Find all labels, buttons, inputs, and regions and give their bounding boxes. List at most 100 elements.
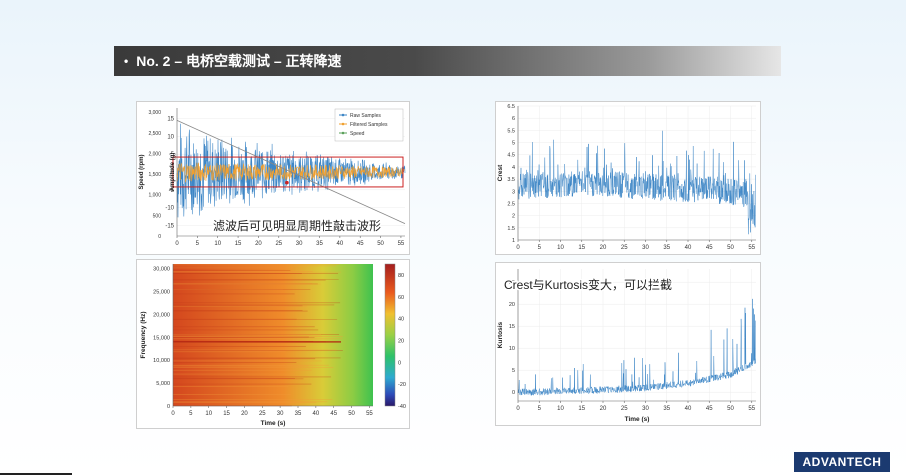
x-tick-label: 30 [642,406,649,412]
colorbar-tick-label: 20 [398,338,404,344]
crest-tick-label: 5.5 [507,128,515,134]
x-tick-label: 40 [685,245,692,251]
legend-marker [341,131,345,135]
x-tick-label: 50 [727,245,734,251]
spectrogram-chart: 0 5 10 15 20 25 30 35 40 45 50 55 30,000 25,000 20,000… [140,263,406,427]
x-tick-label: 25 [259,411,266,417]
x-tick-label: 35 [316,241,323,247]
x-tick-label: 15 [578,245,585,251]
crest-tick-label: 2.5 [507,201,515,207]
speed-tick-label: 1,000 [148,193,161,199]
x-tick-label: 35 [663,406,670,412]
x-tick-label: 0 [175,241,179,247]
kurtosis-series [517,298,756,397]
crest-tick-label: 2 [512,214,515,220]
y-axis-title: Frequency (Hz) [140,312,147,359]
crest-tick-label: 1.5 [507,226,515,232]
kurtosis-tick-label: 20 [509,302,515,308]
legend-box [334,108,404,142]
amplitude-tick-label: 10 [167,134,174,140]
legend-label: Raw Samples [350,113,381,119]
x-tick-label: 5 [538,406,542,412]
kurtosis-tick-label: 15 [509,324,515,330]
crest-tick-label: 3 [512,189,515,195]
x-tick-label: 10 [205,411,212,417]
speed-tick-label: 1,500 [148,172,161,178]
x-tick-label: 30 [277,411,284,417]
x-tick-label: 0 [171,411,175,417]
spectrogram-chart-panel: 0 5 10 15 20 25 30 35 40 45 50 55 30,000 25,000 20,000… [136,259,410,429]
x-tick-label: 55 [748,406,755,412]
amplitude-tick-label: 0 [171,170,175,176]
highlight-marker [285,180,289,185]
legend-label: Filtered Samples [350,122,388,128]
colorbar-tick-label: 80 [398,273,404,279]
x-axis-title: Time (s) [261,420,286,427]
legend-label: Speed [350,131,365,137]
colorbar-tick-label: 0 [398,360,401,366]
y-axis-title: Crest [497,164,504,181]
x-tick-label: 10 [557,406,564,412]
advantech-logo: ADVANTECH [794,452,890,472]
kurtosis-tick-label: 5 [512,368,515,374]
amplitude-tick-label: 15 [167,117,174,123]
slide-title: No. 2 – 电桥空载测试 – 正转降速 [136,53,342,69]
crest-tick-label: 4 [512,165,515,171]
x-tick-label: 55 [366,411,373,417]
crest-chart: 0 5 10 15 20 25 30 35 40 45 50 55 6.5 6 5.5 5 4.5 4 3.5 3 2.… [497,104,756,251]
x-tick-label: 55 [748,245,755,251]
amplitude-tick-label: 5 [171,152,175,158]
x-axis-title: Time (s) [625,416,650,423]
slide-title-bar: • No. 2 – 电桥空载测试 – 正转降速 [114,46,781,76]
x-tick-label: 20 [255,241,262,247]
x-tick-label: 45 [706,406,713,412]
x-tick-label: 25 [621,406,628,412]
x-tick-label: 0 [516,406,520,412]
amplitude-tick-label: -15 [165,223,174,229]
y-axis-title: Kurtosis [497,321,504,348]
x-tick-label: 30 [296,241,303,247]
speed-axis-title: Speed (rpm) [139,154,145,189]
speed-tick-label: 500 [153,213,162,219]
x-tick-label: 25 [275,241,282,247]
kurtosis-tick-label: 10 [509,346,515,352]
x-tick-label: 25 [621,245,628,251]
frequency-tick-label: 5,000 [156,381,170,387]
colorbar-tick-label: -40 [398,404,406,410]
speed-series [176,120,406,224]
x-tick-label: 15 [578,406,585,412]
crest-tick-label: 1 [512,238,515,244]
kurtosis-annotation: Crest与Kurtosis变大，可以拦截 [504,277,672,292]
colorbar [384,263,396,407]
amplitude-axis-title: Amplitude (g) [170,153,176,192]
legend-marker [341,122,345,126]
title-bullet: • [124,54,129,68]
highlight-box [172,156,404,188]
x-tick-label: 35 [663,245,670,251]
colorbar-tick-label: -20 [398,382,406,388]
x-tick-label: 10 [557,245,564,251]
colorbar-tick-label: 60 [398,295,404,301]
speed-tick-label: 2,000 [148,151,161,157]
x-tick-label: 5 [189,411,193,417]
frequency-tick-label: 20,000 [153,312,170,318]
x-tick-label: 40 [313,411,320,417]
kurtosis-tick-label: 25 [509,280,515,286]
amplitude-tick-label: -5 [169,188,175,194]
crest-chart-panel: 0 5 10 15 20 25 30 35 40 45 50 55 6.5 6 5.5 5 4.5 4 3.5 3 2.… [495,101,761,255]
crest-tick-label: 4.5 [507,153,515,159]
crest-tick-label: 5 [512,141,515,147]
x-tick-label: 40 [337,241,344,247]
x-tick-label: 20 [600,406,607,412]
x-tick-label: 15 [223,411,230,417]
x-tick-label: 50 [348,411,355,417]
crest-tick-label: 6 [512,116,515,122]
amplitude-tick-label: -10 [165,206,174,212]
x-tick-label: 20 [241,411,248,417]
x-tick-label: 45 [357,241,364,247]
legend-marker [341,113,345,117]
x-tick-label: 45 [330,411,337,417]
x-tick-label: 35 [295,411,302,417]
waveform-annotation: 滤波后可见明显周期性敲击波形 [213,218,381,233]
